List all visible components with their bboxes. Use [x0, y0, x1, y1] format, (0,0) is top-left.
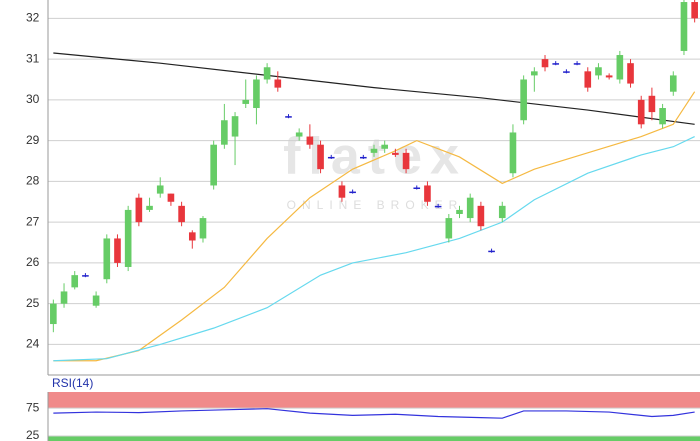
candle-body [520, 79, 527, 121]
y-tick-label: 28 [26, 174, 40, 188]
y-tick-label: 32 [26, 11, 40, 25]
candle-body [327, 156, 335, 159]
candle-body [381, 144, 389, 149]
candle-body [82, 275, 89, 277]
candle-body [210, 144, 217, 186]
watermark-text: ONLINE BROKER [287, 198, 464, 212]
candle-body [242, 99, 250, 104]
candle-body [541, 59, 549, 68]
candle-body [605, 75, 613, 78]
candle-body [563, 71, 570, 73]
moving-average [53, 52, 695, 125]
candle-body [691, 2, 698, 19]
candle-body [306, 136, 314, 145]
panel-title: RSI(14) [52, 376, 93, 390]
candle-body [531, 71, 538, 76]
candle-body [659, 108, 666, 125]
y-tick-label: 30 [26, 92, 40, 106]
candle-body [680, 2, 688, 51]
rsi-line [53, 408, 695, 419]
y-tick-label: 75 [26, 400, 40, 414]
moving-average [53, 136, 695, 362]
y-tick-label: 25 [26, 428, 40, 441]
candle-body [498, 205, 506, 219]
candle-body [124, 209, 132, 267]
y-tick-label: 27 [26, 214, 40, 228]
candle-body [135, 197, 143, 223]
candle-body [263, 67, 271, 80]
candle-body [188, 232, 196, 241]
y-tick-label: 29 [26, 133, 40, 147]
candle-body [178, 205, 185, 223]
oversold-band [48, 435, 700, 441]
candle-body [114, 238, 121, 263]
candle-body [317, 144, 324, 170]
candle-body [253, 79, 260, 109]
candle-body [616, 55, 624, 80]
candle-body [627, 63, 634, 84]
candle-body [413, 187, 421, 189]
candle-body [221, 120, 228, 145]
candle-body [103, 238, 111, 280]
y-tick-label: 26 [26, 255, 40, 269]
candle-body [349, 191, 356, 194]
candle-body [477, 205, 485, 227]
candle-body [552, 63, 560, 65]
candle-body [359, 156, 367, 159]
candle-body [231, 116, 239, 137]
candle-body [669, 75, 677, 92]
candle-body [456, 209, 463, 214]
candle-body [370, 148, 378, 153]
candle-body [156, 185, 164, 194]
candle-body [595, 67, 602, 76]
candle-body [285, 116, 292, 118]
candle-body [295, 132, 303, 137]
candle-body [92, 295, 100, 306]
candle-body [488, 250, 495, 253]
y-tick-label: 25 [26, 296, 40, 310]
candle-body [445, 218, 453, 239]
y-tick-label: 31 [26, 51, 40, 65]
overbought-band [48, 392, 700, 409]
candle-body [146, 205, 153, 210]
candle-body [509, 132, 517, 174]
candle-body [466, 197, 474, 219]
candle-body [402, 152, 410, 170]
y-tick-label: 24 [26, 337, 40, 351]
candle-body [637, 99, 645, 125]
candle-body [274, 79, 282, 88]
watermark-logo: flatex [283, 128, 467, 186]
candle-body [50, 303, 57, 325]
candle-body [434, 205, 442, 208]
candle-body [648, 95, 656, 113]
candle-body [584, 71, 592, 88]
candle-body [573, 63, 581, 65]
candle-body [199, 218, 207, 239]
candle-body [71, 275, 79, 288]
candle-body [167, 193, 175, 202]
candle-body [338, 185, 346, 198]
candle-body [60, 291, 68, 304]
candle-body [424, 185, 431, 202]
candle-body [392, 152, 399, 155]
